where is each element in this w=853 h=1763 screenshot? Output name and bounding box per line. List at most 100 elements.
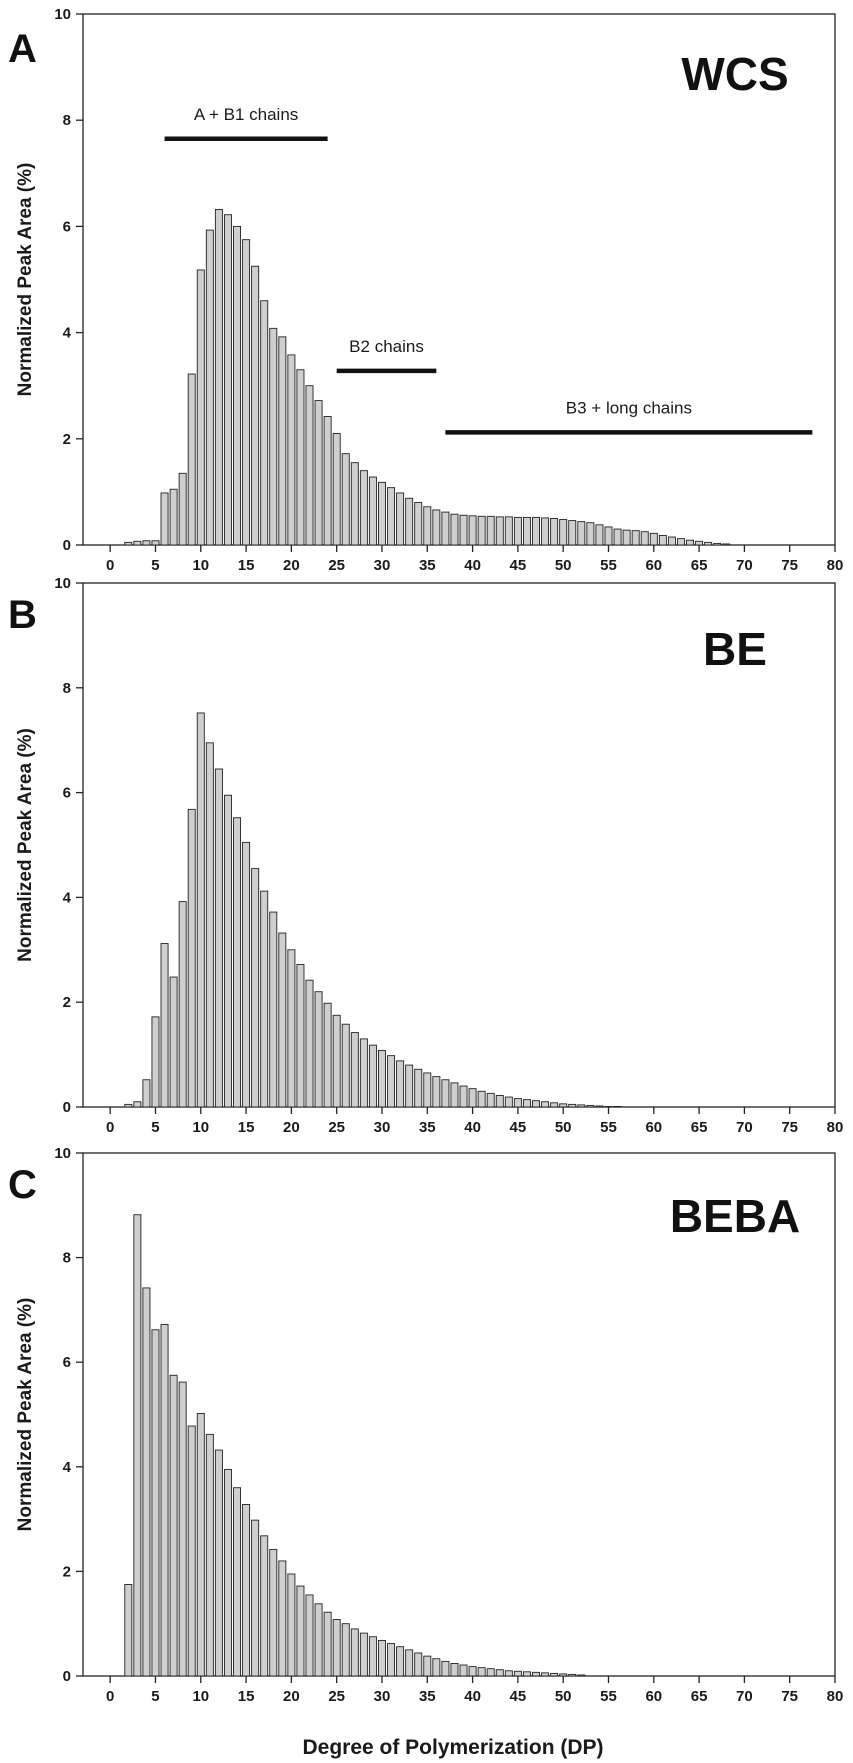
bar-dp-25 bbox=[332, 433, 341, 546]
bar-dp-29 bbox=[368, 1044, 377, 1108]
bar-dp-8 bbox=[178, 901, 187, 1108]
bar-dp-61 bbox=[658, 534, 667, 546]
bar-dp-18 bbox=[269, 911, 278, 1108]
panel-beba: 0 2 4 6 8 10 0 5 10 15 20 25 30 35 40 45 50 55 60 65 70 75 80 N… bbox=[8, 1145, 843, 1705]
y-tick-label: 6 bbox=[63, 1354, 71, 1371]
bar-dp-35 bbox=[423, 1655, 432, 1677]
bar-dp-33 bbox=[405, 497, 414, 546]
x-tick-label: 35 bbox=[419, 1119, 436, 1136]
bar-dp-17 bbox=[260, 890, 269, 1108]
bar-dp-64 bbox=[686, 539, 695, 546]
bar-dp-9 bbox=[187, 373, 196, 546]
bar-dp-37 bbox=[441, 1079, 450, 1108]
bar-dp-37 bbox=[441, 1660, 450, 1677]
x-tick-label: 45 bbox=[510, 1119, 527, 1136]
x-tick-label: 40 bbox=[464, 1688, 481, 1705]
x-tick-label: 10 bbox=[192, 1688, 209, 1705]
panel-name: BEBA bbox=[670, 1190, 800, 1242]
x-tick-label: 65 bbox=[691, 1119, 708, 1136]
bar-dp-50 bbox=[559, 1673, 568, 1677]
bar-dp-67 bbox=[713, 542, 722, 546]
bar-dp-27 bbox=[350, 1032, 359, 1108]
bar-dp-63 bbox=[676, 538, 685, 546]
x-tick-label: 70 bbox=[736, 557, 753, 574]
bar-dp-47 bbox=[532, 1671, 540, 1677]
y-tick-label: 0 bbox=[63, 1099, 71, 1116]
bar-dp-42 bbox=[486, 1092, 495, 1108]
bar-dp-20 bbox=[287, 949, 296, 1108]
bar-dp-31 bbox=[387, 487, 396, 546]
x-tick-label: 65 bbox=[691, 557, 708, 574]
panel-name: BE bbox=[703, 623, 767, 675]
x-tick-label: 20 bbox=[283, 1119, 300, 1136]
bar-dp-3 bbox=[133, 1101, 142, 1108]
bar-dp-21 bbox=[296, 964, 305, 1108]
x-tick-label: 0 bbox=[106, 1119, 114, 1136]
panel-be: 0 2 4 6 8 10 0 5 10 15 20 25 30 35 40 45 50 55 60 65 70 75 80 N… bbox=[8, 575, 843, 1136]
bar-dp-12 bbox=[214, 1449, 223, 1677]
bar-dp-42 bbox=[486, 515, 495, 546]
bar-dp-31 bbox=[387, 1643, 396, 1677]
bar-dp-19 bbox=[278, 336, 287, 546]
bar-dp-32 bbox=[396, 1646, 405, 1677]
bar-dp-5 bbox=[151, 1329, 160, 1677]
bar-dp-31 bbox=[387, 1055, 396, 1108]
bar-dp-6 bbox=[160, 943, 169, 1108]
bar-dp-50 bbox=[559, 519, 568, 546]
bar-dp-43 bbox=[495, 516, 504, 546]
bar-dp-56 bbox=[613, 528, 622, 546]
bar-dp-51 bbox=[568, 520, 577, 546]
bar-dp-12 bbox=[214, 208, 223, 546]
bar-dp-15 bbox=[242, 1504, 251, 1677]
y-tick-label: 4 bbox=[63, 325, 72, 342]
bar-dp-54 bbox=[595, 1105, 604, 1108]
bar-dp-25 bbox=[332, 1014, 341, 1108]
bar-dp-15 bbox=[242, 239, 251, 546]
y-tick-label: 4 bbox=[63, 1459, 72, 1476]
panel-letter: B bbox=[8, 593, 37, 637]
bar-dp-5 bbox=[151, 1016, 160, 1108]
x-tick-label: 40 bbox=[464, 1119, 481, 1136]
bar-dp-26 bbox=[341, 453, 350, 546]
bar-dp-7 bbox=[169, 976, 178, 1108]
bar-dp-10 bbox=[196, 1413, 205, 1677]
bar-dp-39 bbox=[459, 514, 468, 546]
bar-dp-55 bbox=[604, 1106, 613, 1108]
bar-dp-30 bbox=[378, 1639, 386, 1677]
x-tick-label: 25 bbox=[328, 557, 345, 574]
bar-dp-27 bbox=[350, 1628, 359, 1677]
y-tick-label: 8 bbox=[63, 112, 71, 129]
bar-dp-38 bbox=[450, 1082, 459, 1108]
bar-dp-34 bbox=[414, 1652, 423, 1677]
bar-dp-18 bbox=[269, 1548, 278, 1677]
x-tick-label: 35 bbox=[419, 1688, 436, 1705]
bar-dp-62 bbox=[667, 536, 676, 546]
bar-dp-8 bbox=[178, 1381, 187, 1677]
y-tick-label: 2 bbox=[63, 431, 71, 448]
bar-dp-41 bbox=[477, 515, 486, 546]
bar-dp-7 bbox=[169, 488, 178, 546]
x-tick-label: 80 bbox=[827, 1688, 844, 1705]
bar-dp-23 bbox=[314, 400, 323, 546]
bar-dp-22 bbox=[305, 385, 314, 546]
y-tick-label: 2 bbox=[63, 1563, 71, 1580]
bar-dp-15 bbox=[242, 841, 251, 1108]
bar-dp-3 bbox=[133, 540, 142, 546]
bar-dp-18 bbox=[269, 327, 278, 546]
bar-dp-21 bbox=[296, 369, 305, 546]
x-tick-label: 50 bbox=[555, 1688, 572, 1705]
x-tick-label: 15 bbox=[238, 1688, 255, 1705]
x-tick-label: 50 bbox=[555, 557, 572, 574]
bar-dp-49 bbox=[550, 1672, 559, 1677]
x-tick-label: 25 bbox=[328, 1688, 345, 1705]
bar-dp-29 bbox=[368, 1636, 377, 1677]
bar-dp-20 bbox=[287, 354, 296, 546]
x-tick-label: 75 bbox=[781, 557, 798, 574]
x-tick-label: 35 bbox=[419, 557, 436, 574]
y-tick-label: 10 bbox=[54, 6, 71, 23]
bar-dp-48 bbox=[541, 517, 550, 546]
bar-dp-2 bbox=[124, 541, 133, 546]
x-tick-label: 65 bbox=[691, 1688, 708, 1705]
bar-dp-5 bbox=[151, 540, 160, 546]
bar-dp-60 bbox=[649, 532, 658, 546]
